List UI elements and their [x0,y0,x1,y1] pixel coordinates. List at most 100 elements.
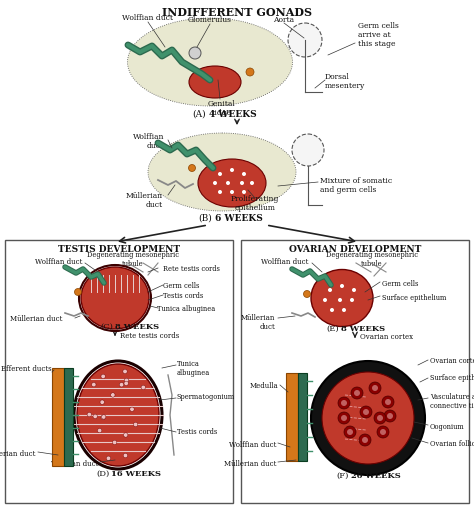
FancyBboxPatch shape [241,240,469,503]
Circle shape [134,422,138,427]
Circle shape [374,412,386,424]
Text: 20 WEEKS: 20 WEEKS [351,472,401,480]
Circle shape [230,168,234,172]
FancyBboxPatch shape [286,373,298,461]
Circle shape [340,284,344,288]
Text: 16 WEEKS: 16 WEEKS [111,470,161,478]
Circle shape [250,181,254,185]
Circle shape [101,415,105,420]
Ellipse shape [128,18,292,106]
Text: 8 WEEKS: 8 WEEKS [115,323,159,331]
Text: (D): (D) [96,470,109,478]
Text: Wolffian duct: Wolffian duct [261,258,308,266]
Circle shape [93,414,97,419]
Circle shape [342,308,346,312]
Text: Degenerating mesonephric
tubule: Degenerating mesonephric tubule [326,251,418,268]
Text: Müllerian
duct: Müllerian duct [126,192,163,209]
Circle shape [110,393,115,397]
Circle shape [362,437,368,443]
Circle shape [189,165,195,172]
Text: Spermatogonium: Spermatogonium [177,393,235,401]
Circle shape [246,68,254,76]
Circle shape [380,429,386,435]
Circle shape [101,374,105,378]
FancyBboxPatch shape [298,373,307,461]
Circle shape [218,172,222,176]
Text: Oogonium: Oogonium [430,423,465,431]
Circle shape [382,396,394,408]
Circle shape [341,400,347,406]
Circle shape [119,383,124,387]
Text: Tunica albuginea: Tunica albuginea [157,305,215,313]
Circle shape [359,434,371,446]
Circle shape [130,407,134,411]
Circle shape [124,381,128,386]
Circle shape [230,190,234,194]
Text: Aorta: Aorta [273,16,294,24]
Circle shape [218,190,222,194]
Circle shape [292,134,324,166]
Ellipse shape [77,364,159,466]
Ellipse shape [81,267,149,329]
Circle shape [303,291,310,298]
Text: Glomerulus: Glomerulus [188,16,232,24]
Circle shape [100,400,104,404]
Circle shape [347,429,353,435]
Circle shape [98,428,102,433]
Text: Dorsal
mesentery: Dorsal mesentery [325,73,365,90]
Circle shape [377,426,389,438]
Circle shape [123,369,127,374]
Circle shape [385,399,391,405]
Text: Germ cells: Germ cells [163,282,200,290]
Circle shape [91,383,96,387]
Text: Müllerian duct: Müllerian duct [9,315,62,323]
Text: Surface epithelium: Surface epithelium [382,294,447,302]
Circle shape [369,382,381,394]
Circle shape [387,413,393,419]
Circle shape [350,298,354,302]
Ellipse shape [198,159,266,207]
FancyBboxPatch shape [5,240,233,503]
Text: Medulla: Medulla [249,382,278,390]
Text: TESTIS DEVELOPMENT: TESTIS DEVELOPMENT [58,245,180,254]
Text: Proliferating
epithelium: Proliferating epithelium [231,195,279,212]
Circle shape [352,288,356,292]
Text: Vasculature and
connective tissue: Vasculature and connective tissue [430,393,474,410]
Circle shape [288,23,322,57]
Circle shape [338,412,350,424]
Text: Müllerian duct: Müllerian duct [0,450,35,458]
Text: Ovarian cortex: Ovarian cortex [360,333,413,341]
Text: Müllerian
duct: Müllerian duct [241,314,275,331]
Text: Tunica
albuginea: Tunica albuginea [177,360,210,377]
Text: Ovarian follicles: Ovarian follicles [430,440,474,448]
Text: (E): (E) [326,325,338,333]
Text: OVARIAN DEVELOPMENT: OVARIAN DEVELOPMENT [289,245,421,254]
Circle shape [384,410,396,422]
Text: Rete testis cords: Rete testis cords [163,265,220,273]
Text: Wolffian
duct: Wolffian duct [133,133,164,150]
Text: Efferent ducts: Efferent ducts [1,365,52,373]
Circle shape [242,172,246,176]
Text: Germ cells: Germ cells [382,280,419,288]
Circle shape [323,298,327,302]
Circle shape [377,415,383,421]
Text: Germ cells
arrive at
this stage: Germ cells arrive at this stage [358,22,399,48]
Text: 6 WEEKS: 6 WEEKS [215,214,263,223]
Circle shape [112,440,117,444]
Circle shape [74,289,82,296]
Text: Surface epithelium: Surface epithelium [430,374,474,382]
Text: Mixture of somatic
and germ cells: Mixture of somatic and germ cells [320,177,392,194]
Text: Genital
ridge: Genital ridge [208,100,236,117]
Text: Wolffian duct: Wolffian duct [122,14,173,22]
Circle shape [354,390,360,396]
Circle shape [351,387,363,399]
Circle shape [106,456,110,460]
Ellipse shape [311,270,373,327]
Circle shape [372,385,378,391]
Circle shape [363,409,369,415]
FancyBboxPatch shape [52,368,64,466]
Text: Ovarian cortex: Ovarian cortex [430,357,474,365]
FancyBboxPatch shape [64,368,73,466]
Circle shape [189,47,201,59]
Text: 8 WEEKS: 8 WEEKS [341,325,385,333]
